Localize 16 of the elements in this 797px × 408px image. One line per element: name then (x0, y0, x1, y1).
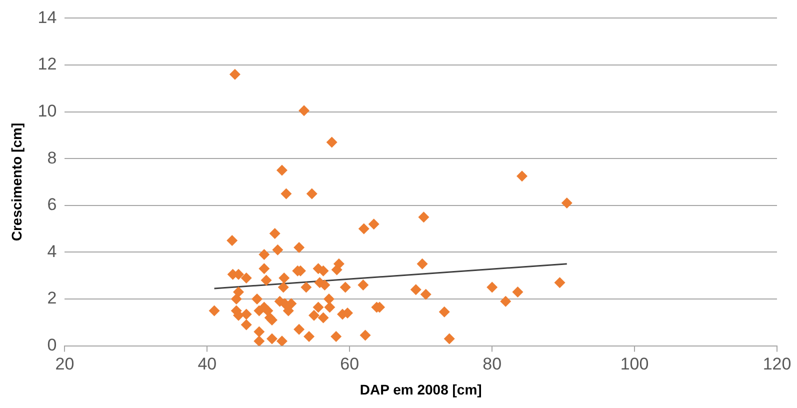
y-tick-label: 14 (38, 8, 57, 27)
x-tick-label: 40 (198, 354, 217, 374)
x-tick-label: 120 (762, 354, 792, 374)
x-axis-title: DAP em 2008 [cm] (360, 381, 482, 398)
y-tick-label: 0 (47, 335, 57, 354)
y-tick-label: 6 (47, 195, 57, 214)
x-tick-label: 80 (482, 354, 502, 374)
x-tick-label: 100 (620, 354, 649, 374)
y-tick-label: 4 (47, 242, 57, 261)
y-axis-title: Crescimento [cm] (8, 122, 24, 242)
y-tick-label: 10 (38, 101, 57, 120)
x-tick-label: 60 (340, 354, 360, 374)
y-tick-label: 2 (47, 288, 57, 308)
x-tick-label: 20 (55, 354, 74, 374)
y-tick-label: 8 (47, 148, 57, 168)
y-tick-label: 12 (38, 54, 57, 74)
